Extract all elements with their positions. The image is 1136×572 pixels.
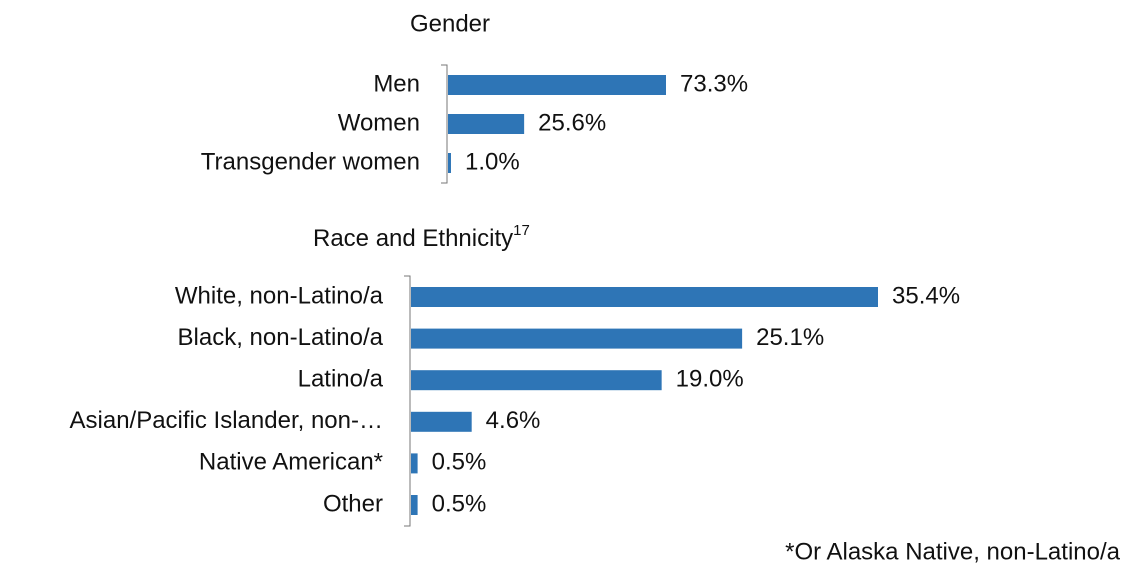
value-label: 1.0%: [465, 148, 520, 175]
axis-line: [441, 64, 448, 184]
category-label: Native American*: [199, 449, 383, 476]
value-label: 4.6%: [486, 407, 541, 434]
chart-title: Race and Ethnicity17: [313, 222, 530, 252]
bar: [448, 114, 525, 134]
bar: [448, 153, 451, 173]
chart-title: Gender: [410, 10, 490, 37]
value-label: 25.6%: [538, 109, 606, 136]
category-label: Transgender women: [201, 148, 420, 175]
bar: [411, 495, 418, 515]
bar: [411, 287, 878, 307]
value-label: 73.3%: [680, 70, 748, 97]
bar: [411, 370, 662, 391]
category-label: Men: [373, 70, 420, 97]
value-label: 0.5%: [432, 449, 487, 476]
category-label: Latino/a: [298, 366, 384, 393]
category-label: Other: [323, 490, 383, 517]
category-label: Asian/Pacific Islander, non-…: [70, 407, 384, 434]
value-label: 19.0%: [676, 366, 744, 393]
title-text: Race and Ethnicity: [313, 225, 513, 252]
value-label: 35.4%: [892, 282, 960, 309]
footnote: *Or Alaska Native, non-Latino/a: [785, 538, 1121, 565]
bar: [411, 411, 472, 432]
axis-line: [404, 275, 411, 527]
value-label: 25.1%: [756, 324, 824, 351]
bar: [448, 75, 666, 95]
category-label: Black, non-Latino/a: [178, 324, 384, 351]
category-label: White, non-Latino/a: [175, 282, 384, 309]
title-superscript: 17: [513, 222, 530, 239]
value-label: 0.5%: [432, 490, 487, 517]
bar: [411, 453, 418, 474]
category-label: Women: [338, 109, 420, 136]
bar: [411, 328, 743, 349]
